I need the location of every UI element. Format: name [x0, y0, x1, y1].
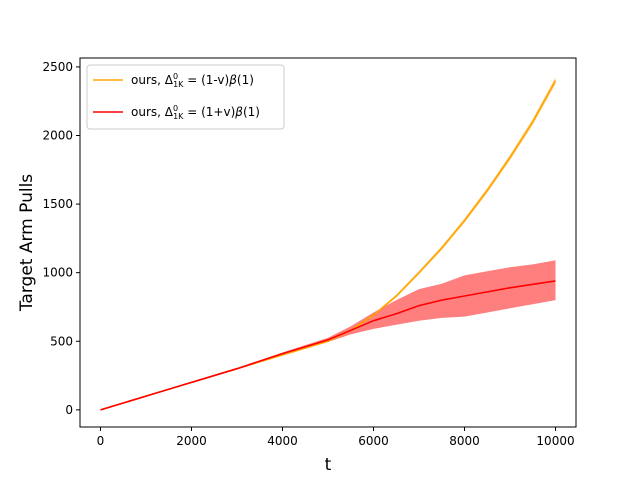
y-tick-label: 500 — [50, 334, 73, 348]
y-axis-ticks: 0 500 1000 1500 2000 2500 — [42, 60, 80, 417]
y-tick-label: 0 — [65, 403, 73, 417]
x-tick-label: 2000 — [176, 434, 207, 448]
y-tick-label: 2500 — [42, 60, 73, 74]
x-tick-label: 6000 — [358, 434, 389, 448]
x-tick-label: 0 — [97, 434, 105, 448]
confidence-bands — [100, 77, 556, 410]
y-tick-label: 1500 — [42, 197, 73, 211]
x-tick-label: 4000 — [267, 434, 298, 448]
legend-label-1: ours, Δ0 1K = (1-v)β(1) — [131, 72, 254, 89]
y-tick-label: 2000 — [42, 129, 73, 143]
series-lines — [100, 80, 557, 411]
legend: ours, Δ0 1K = (1-v)β(1) ours, Δ0 1K = (1+v)… — [86, 64, 285, 130]
x-tick-label: 8000 — [449, 434, 480, 448]
series-1-line — [100, 80, 557, 411]
y-tick-label: 1000 — [42, 266, 73, 280]
series-2-band — [100, 260, 556, 410]
legend-box — [86, 64, 285, 130]
legend-label-2: ours, Δ0 1K = (1+v)β(1) — [131, 104, 260, 121]
x-axis-label: t — [325, 455, 332, 475]
x-axis-ticks: 0 2000 4000 6000 8000 10000 — [97, 427, 575, 448]
plot-frame — [79, 57, 577, 428]
x-tick-label: 10000 — [536, 434, 574, 448]
y-axis-label: Target Arm Pulls — [17, 174, 37, 312]
series-2-line — [100, 280, 556, 411]
